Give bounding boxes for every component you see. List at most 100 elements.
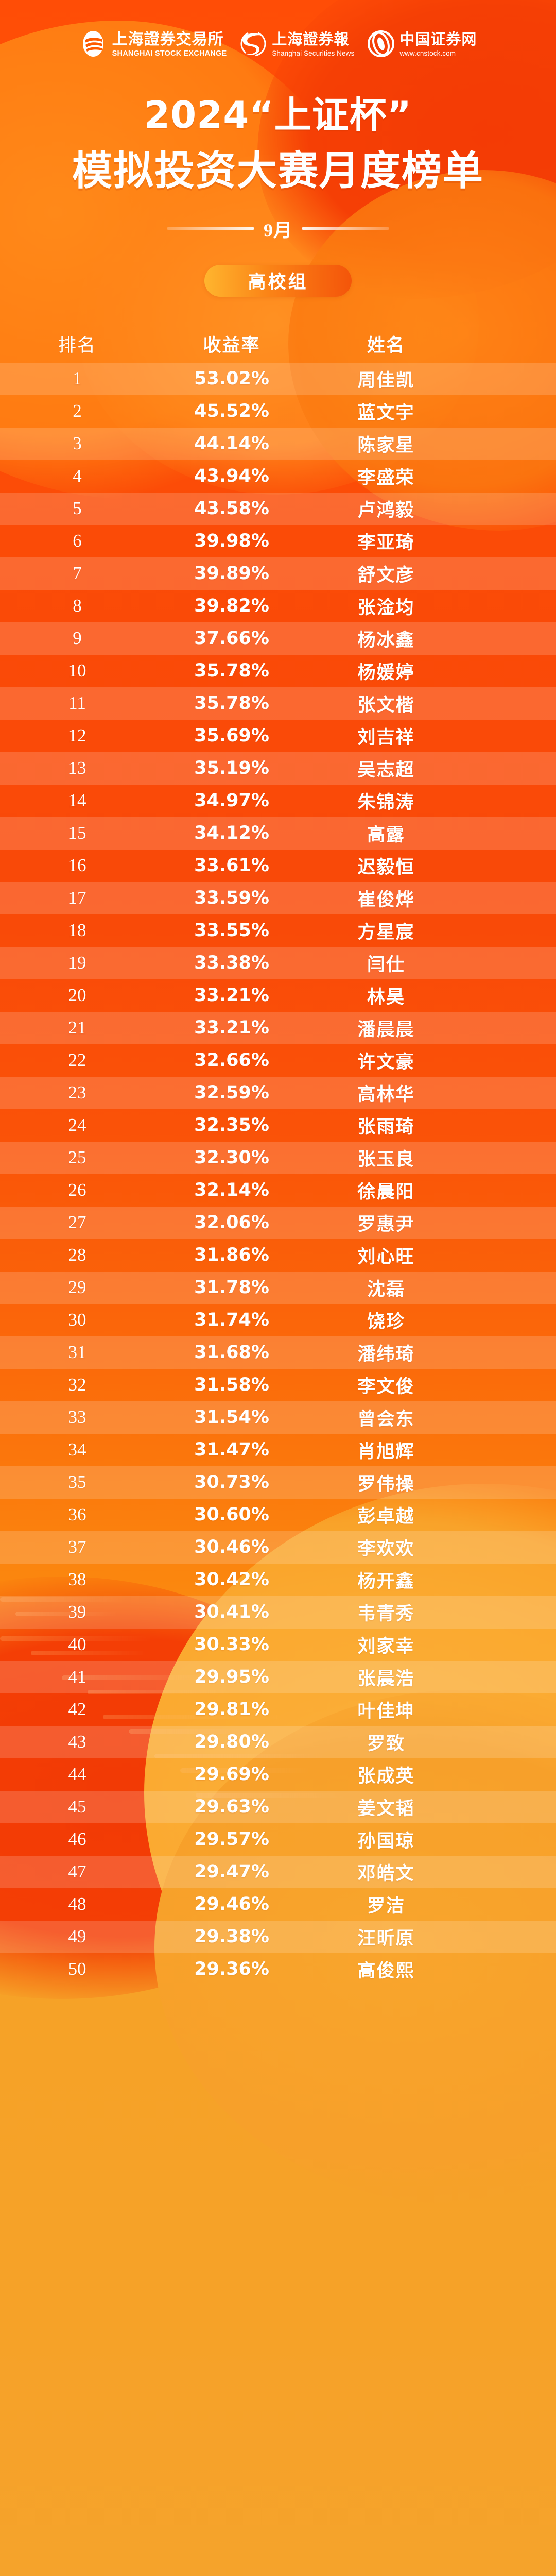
table-row: 47 29.47% 邓皓文	[0, 1855, 556, 1888]
cell-rate: 30.41%	[194, 1602, 269, 1623]
cell-name: 崔俊烨	[357, 889, 415, 910]
table-row: 6 39.98% 李亚琦	[0, 525, 556, 557]
cell-rank: 9	[73, 628, 82, 649]
table-row: 10 35.78% 杨媛婷	[0, 655, 556, 687]
cell-rate: 32.30%	[194, 1147, 269, 1168]
cell-rate: 35.19%	[194, 758, 269, 779]
cell-rate: 30.42%	[194, 1569, 269, 1590]
cell-rank: 26	[68, 1180, 86, 1200]
cell-rank: 48	[68, 1894, 86, 1914]
cell-rate: 29.81%	[194, 1699, 269, 1720]
cell-rate: 31.58%	[194, 1375, 269, 1396]
cell-rank: 47	[68, 1861, 86, 1882]
cell-rank: 29	[68, 1277, 86, 1298]
cell-name: 肖旭辉	[357, 1441, 415, 1462]
cell-rank: 30	[68, 1310, 86, 1330]
cell-rate: 29.69%	[194, 1764, 269, 1785]
cell-rank: 32	[68, 1375, 86, 1395]
cell-rate: 31.68%	[194, 1342, 269, 1363]
cell-name: 吴志超	[357, 759, 415, 781]
cell-name: 张淦均	[357, 597, 415, 618]
cell-rate: 33.21%	[194, 1018, 269, 1039]
table-row: 36 30.60% 彭卓越	[0, 1499, 556, 1531]
table-row: 39 30.41% 韦青秀	[0, 1596, 556, 1629]
cell-rate: 32.59%	[194, 1082, 269, 1104]
cell-name: 曾会东	[357, 1409, 415, 1430]
table-row: 49 29.38% 汪昕原	[0, 1920, 556, 1953]
cell-rate: 32.14%	[194, 1180, 269, 1201]
cell-rank: 36	[68, 1504, 86, 1525]
logo-label-en: www.cnstock.com	[399, 49, 456, 58]
cell-rank: 2	[73, 401, 82, 421]
table-row: 23 32.59% 高林华	[0, 1076, 556, 1109]
cell-rate: 30.60%	[194, 1504, 269, 1526]
cell-rate: 39.82%	[194, 596, 269, 617]
cell-name: 张雨琦	[357, 1116, 415, 1138]
cell-rate: 34.97%	[194, 790, 269, 811]
cell-rank: 18	[68, 920, 86, 941]
cell-rank: 31	[68, 1342, 86, 1363]
table-row: 48 29.46% 罗洁	[0, 1888, 556, 1921]
cell-rate: 31.86%	[194, 1245, 269, 1266]
cell-rank: 28	[68, 1245, 86, 1265]
cell-name: 叶佳坤	[357, 1701, 415, 1722]
cell-rank: 10	[68, 660, 86, 681]
cell-rank: 39	[68, 1602, 86, 1622]
cell-rate: 44.14%	[194, 433, 269, 454]
cell-rank: 1	[73, 368, 82, 389]
table-row: 38 30.42% 杨开鑫	[0, 1564, 556, 1596]
cell-rate: 31.47%	[194, 1439, 269, 1461]
group-badge[interactable]: 高校组	[204, 264, 352, 297]
cell-name: 罗伟操	[357, 1473, 415, 1495]
cell-name: 蓝文宇	[357, 402, 415, 423]
cell-rank: 42	[68, 1699, 86, 1720]
table-row: 50 29.36% 高俊熙	[0, 1953, 556, 1986]
cell-rate: 35.78%	[194, 660, 269, 682]
month-label: 9月	[263, 219, 292, 241]
cell-rank: 49	[68, 1926, 86, 1947]
cnstock-icon	[368, 30, 395, 60]
table-row: 40 30.33% 刘家幸	[0, 1629, 556, 1661]
partner-logo-bar: 上海證券交易所 SHANGHAI STOCK EXCHANGE 上海證券報 Sh…	[0, 0, 556, 72]
cell-rate: 29.80%	[194, 1732, 269, 1753]
cell-name: 李欢欢	[357, 1538, 415, 1560]
ranking-table: 排名 收益率 姓名 1 53.02% 周佳凯 2 45.52% 蓝文宇 3 44.14% 陈家星…	[0, 326, 556, 1986]
column-header-name: 姓名	[367, 335, 405, 357]
cell-name: 张成英	[357, 1766, 415, 1787]
logo-shanghai-securities-news: 上海證券報 Shanghai Securities News	[240, 30, 354, 60]
cell-rank: 45	[68, 1797, 86, 1817]
table-row: 19 33.38% 闫仕	[0, 946, 556, 979]
cell-name: 罗惠尹	[357, 1214, 415, 1235]
cell-rate: 32.66%	[194, 1050, 269, 1071]
title-line-1: 2024“上证杯”	[144, 93, 412, 137]
cell-rank: 11	[68, 693, 86, 714]
table-row: 41 29.95% 张晨浩	[0, 1660, 556, 1693]
cell-name: 潘晨晨	[357, 1019, 415, 1040]
cell-name: 张文楷	[357, 694, 415, 716]
cell-name: 汪昕原	[357, 1928, 415, 1949]
shanghai-securities-news-icon	[240, 30, 267, 60]
title-line-2: 模拟投资大赛月度榜单	[72, 147, 484, 194]
cell-name: 方星宸	[357, 922, 415, 943]
cell-rate: 39.98%	[194, 531, 269, 552]
cell-name: 林昊	[367, 987, 405, 1008]
cell-name: 彭卓越	[357, 1506, 415, 1527]
table-row: 14 34.97% 朱锦涛	[0, 785, 556, 817]
table-row: 13 35.19% 吴志超	[0, 752, 556, 785]
group-badge-label: 高校组	[248, 272, 308, 293]
cell-name: 姜文韬	[357, 1798, 415, 1819]
table-row: 9 37.66% 杨冰鑫	[0, 622, 556, 655]
table-row: 30 31.74% 饶珍	[0, 1304, 556, 1336]
cell-rank: 4	[73, 466, 82, 486]
cell-name: 卢鸿毅	[357, 500, 415, 521]
cell-rank: 15	[68, 823, 86, 843]
table-row: 31 31.68% 潘纬琦	[0, 1336, 556, 1369]
logo-cnstock: 中国证券网 www.cnstock.com	[368, 30, 477, 60]
cell-name: 徐晨阳	[357, 1181, 415, 1202]
cell-rank: 38	[68, 1569, 86, 1590]
cell-name: 许文豪	[357, 1052, 415, 1073]
cell-name: 高林华	[357, 1084, 415, 1105]
table-row: 34 31.47% 肖旭辉	[0, 1434, 556, 1466]
cell-rank: 37	[68, 1537, 86, 1557]
